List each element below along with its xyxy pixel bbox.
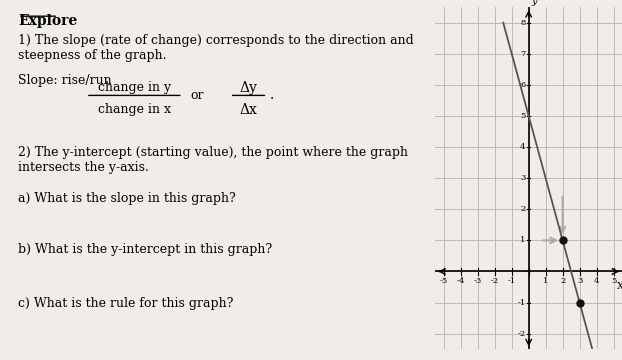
Text: -2: -2 [518, 330, 526, 338]
Text: -1: -1 [518, 298, 526, 307]
Text: -1: -1 [508, 277, 516, 285]
Text: steepness of the graph.: steepness of the graph. [18, 49, 167, 62]
Text: or: or [190, 89, 204, 102]
Text: Slope: rise/run: Slope: rise/run [18, 74, 111, 87]
Text: change in y: change in y [98, 81, 171, 94]
Text: Δy: Δy [239, 81, 258, 95]
Text: 2) The y-intercept (starting value), the point where the graph: 2) The y-intercept (starting value), the… [18, 146, 408, 159]
Text: 8: 8 [520, 19, 526, 27]
Text: 3: 3 [520, 174, 526, 182]
Text: 5: 5 [520, 112, 526, 120]
Text: 4: 4 [520, 143, 526, 151]
Text: 1: 1 [543, 277, 549, 285]
Text: a) What is the slope in this graph?: a) What is the slope in this graph? [18, 192, 236, 204]
Text: 3: 3 [577, 277, 582, 285]
Text: Explore: Explore [18, 14, 77, 28]
Text: intersects the y-axis.: intersects the y-axis. [18, 161, 149, 174]
Text: -5: -5 [440, 277, 448, 285]
Text: .: . [270, 89, 274, 102]
Text: 7: 7 [520, 50, 526, 58]
Text: -3: -3 [474, 277, 482, 285]
Text: -4: -4 [457, 277, 465, 285]
Text: 1: 1 [520, 237, 526, 244]
Text: -2: -2 [491, 277, 499, 285]
Text: 6: 6 [521, 81, 526, 89]
Text: y: y [531, 0, 537, 6]
Text: X: X [617, 282, 622, 291]
Text: 2: 2 [560, 277, 565, 285]
Text: 2: 2 [521, 205, 526, 213]
Text: 5: 5 [611, 277, 616, 285]
Text: Δx: Δx [239, 103, 258, 117]
Text: change in x: change in x [98, 103, 171, 116]
Text: 4: 4 [594, 277, 600, 285]
Text: c) What is the rule for this graph?: c) What is the rule for this graph? [18, 297, 233, 310]
Text: b) What is the y-intercept in this graph?: b) What is the y-intercept in this graph… [18, 243, 272, 256]
Text: 1) The slope (rate of change) corresponds to the direction and: 1) The slope (rate of change) correspond… [18, 34, 414, 47]
